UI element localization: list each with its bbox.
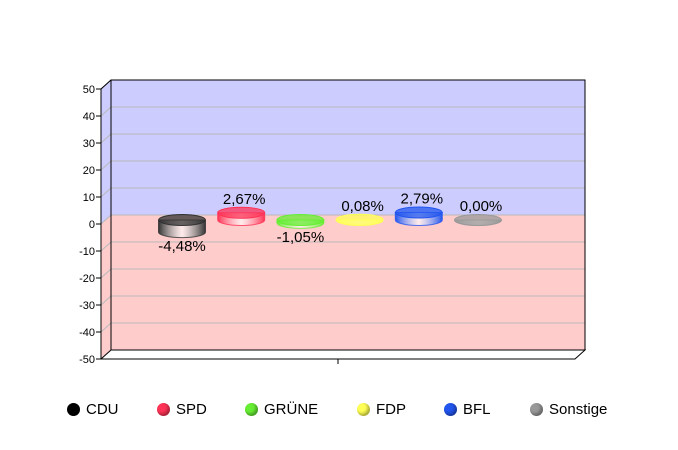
y-tick-label: -20 bbox=[79, 273, 95, 285]
bar-spd bbox=[217, 206, 266, 226]
y-tick-label: 40 bbox=[83, 111, 95, 123]
y-tick-label: 50 bbox=[83, 84, 95, 96]
bar-top bbox=[394, 206, 443, 219]
gridline-side bbox=[100, 268, 112, 279]
gridline-side bbox=[100, 106, 112, 117]
legend-label: GRÜNE bbox=[264, 401, 319, 418]
legend-label: CDU bbox=[86, 401, 119, 418]
gridline-side bbox=[100, 133, 112, 144]
legend-item-3: FDP bbox=[357, 401, 406, 418]
y-axis bbox=[100, 79, 112, 359]
bar-fdp bbox=[335, 213, 384, 226]
side-wall-negative bbox=[101, 215, 111, 359]
legend-marker-icon bbox=[67, 403, 80, 416]
legend: CDU SPD GRÜNE FDP BFL Sonstige bbox=[0, 401, 678, 421]
legend-marker-icon bbox=[357, 403, 370, 416]
legend-marker-icon bbox=[444, 403, 457, 416]
data-label: 2,79% bbox=[401, 190, 444, 207]
data-label: 0,00% bbox=[460, 198, 503, 215]
bar-bfl bbox=[394, 206, 443, 226]
bar-top bbox=[217, 206, 266, 219]
y-tick-label: -10 bbox=[79, 246, 95, 258]
floor bbox=[99, 349, 587, 360]
legend-item-1: SPD bbox=[157, 401, 207, 418]
bar-grüne bbox=[276, 214, 325, 229]
frame bbox=[110, 79, 586, 350]
legend-label: BFL bbox=[463, 401, 491, 418]
gridline-side bbox=[100, 160, 112, 171]
legend-item-0: CDU bbox=[67, 401, 119, 418]
bar-top bbox=[454, 214, 502, 226]
back-wall-positive bbox=[111, 80, 585, 215]
y-tick-label: -50 bbox=[79, 354, 95, 366]
bar-top bbox=[335, 213, 384, 226]
data-label: 0,08% bbox=[341, 198, 384, 215]
legend-label: FDP bbox=[376, 401, 406, 418]
side-wall-positive bbox=[101, 80, 111, 224]
data-label: 2,67% bbox=[223, 191, 266, 208]
y-tick-label: 30 bbox=[83, 138, 95, 150]
gridline-side bbox=[100, 187, 112, 198]
gridline-side bbox=[100, 214, 112, 225]
data-label: -1,05% bbox=[277, 229, 325, 246]
y-tick-label: -40 bbox=[79, 327, 95, 339]
legend-label: SPD bbox=[176, 401, 207, 418]
y-tick-label: 10 bbox=[83, 192, 95, 204]
bar-cdu bbox=[158, 214, 206, 239]
gridline-side bbox=[100, 322, 112, 333]
legend-item-5: Sonstige bbox=[530, 401, 607, 418]
legend-item-2: GRÜNE bbox=[245, 401, 318, 418]
legend-label: Sonstige bbox=[549, 401, 608, 418]
y-tick-label: 20 bbox=[83, 165, 95, 177]
bar-chart-3d: 50 40 30 20 10 0 -10 -20 -30 -40 -50 -4,48% 2,67% -1,… bbox=[79, 79, 587, 366]
bar-top bbox=[158, 214, 206, 226]
legend-item-4: BFL bbox=[444, 401, 491, 418]
gridline-side bbox=[100, 241, 112, 252]
data-label: -4,48% bbox=[158, 238, 206, 255]
legend-marker-icon bbox=[530, 403, 543, 416]
bar-top bbox=[276, 214, 325, 226]
gridline-side bbox=[100, 295, 112, 306]
legend-marker-icon bbox=[245, 403, 258, 416]
legend-marker-icon bbox=[157, 403, 170, 416]
bar-sonstige bbox=[453, 214, 503, 226]
y-tick-label: -30 bbox=[79, 300, 95, 312]
y-tick-label: 0 bbox=[89, 219, 95, 231]
